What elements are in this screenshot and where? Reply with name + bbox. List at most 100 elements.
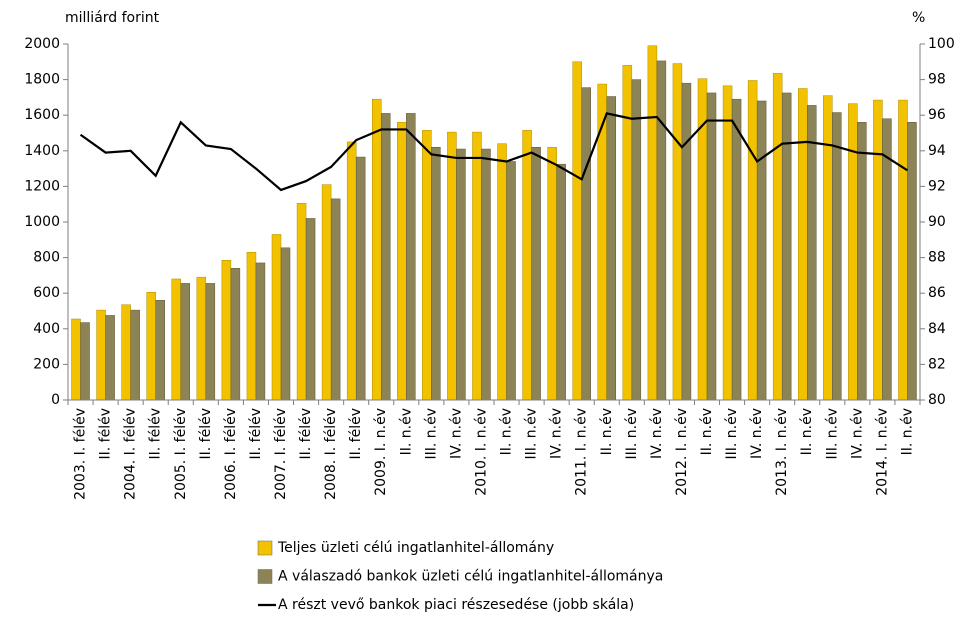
- x-tick-label: IV. n.év: [549, 408, 565, 459]
- y-tick-label: 800: [33, 250, 60, 266]
- legend-swatch: [257, 569, 273, 584]
- x-tick-label: 2004. I. félév: [123, 408, 139, 500]
- y2-tick-label: 84: [928, 321, 946, 337]
- x-tick-label: III. n.év: [824, 408, 840, 460]
- bar: [497, 143, 507, 401]
- x-tick-label: 2011. I. n.év: [574, 408, 590, 496]
- y2-tick-label: 88: [928, 250, 946, 266]
- bar: [71, 318, 81, 401]
- x-tick-label: 2010. I. n.év: [473, 408, 489, 496]
- bar: [581, 87, 591, 401]
- y-tick-label: 600: [33, 285, 60, 301]
- x-tick-label: II. n.év: [799, 408, 815, 455]
- line: [79, 112, 909, 192]
- y-tick-label: 0: [51, 392, 60, 408]
- bar: [230, 268, 241, 401]
- x-tick-label: II. félév: [248, 408, 264, 460]
- bar: [271, 234, 282, 401]
- x-tick-label: II. félév: [198, 408, 214, 460]
- y-tick-label: 2000: [24, 36, 60, 52]
- x-tick-label: III. n.év: [524, 408, 540, 460]
- bar: [105, 315, 115, 401]
- x-tick-label: 2014. I. n.év: [874, 408, 890, 496]
- bar: [572, 61, 582, 401]
- y-tick-label: 1400: [24, 143, 60, 159]
- y-tick-label: 1000: [24, 214, 60, 230]
- y2-axis-label: %: [912, 10, 925, 26]
- x-tick-label: II. n.év: [499, 408, 515, 455]
- y2-tick-label: 82: [928, 356, 946, 372]
- bar: [456, 148, 466, 401]
- bar: [522, 130, 532, 401]
- bar: [823, 95, 833, 401]
- y2-tick-label: 80: [928, 392, 946, 408]
- x-tick-label: III. n.év: [624, 408, 640, 460]
- bar: [296, 203, 307, 401]
- y2-tick-label: 90: [928, 214, 946, 230]
- bar: [130, 309, 140, 401]
- bar: [221, 260, 232, 401]
- x-tick-label: 2012. I. n.év: [674, 408, 690, 496]
- bar: [731, 98, 742, 401]
- y-tick-label: 1200: [24, 178, 60, 194]
- y2-tick-label: 96: [928, 107, 946, 123]
- legend-label: A válaszadó bankok üzleti célú ingatlanh…: [278, 569, 663, 585]
- bar: [155, 300, 165, 401]
- bar: [171, 278, 182, 401]
- y2-tick-label: 100: [928, 36, 955, 52]
- x-tick-label: 2005. I. félév: [173, 408, 189, 500]
- bar: [121, 304, 131, 401]
- y-axis-label: milliárd forint: [65, 10, 160, 26]
- bar: [506, 161, 516, 401]
- bar: [406, 113, 416, 401]
- bar: [781, 92, 792, 401]
- y2-tick-label: 94: [928, 143, 946, 159]
- bar: [747, 80, 758, 401]
- x-tick-label: IV. n.év: [448, 408, 464, 459]
- bar: [422, 130, 432, 401]
- bar: [280, 247, 291, 401]
- y-tick-label: 1800: [24, 72, 60, 88]
- legend-swatch: [257, 540, 273, 556]
- bar: [848, 103, 858, 401]
- bar: [397, 122, 407, 401]
- x-tick-label: II. félév: [98, 408, 114, 460]
- bar: [797, 88, 808, 401]
- bar: [531, 146, 541, 401]
- bar: [907, 122, 917, 401]
- bar: [246, 252, 257, 401]
- x-tick-label: II. félév: [348, 408, 364, 460]
- bar: [196, 276, 207, 401]
- bar: [431, 146, 441, 401]
- bar: [857, 122, 867, 401]
- y2-tick-label: 98: [928, 72, 946, 88]
- y-tick-label: 1600: [24, 107, 60, 123]
- bar: [832, 112, 842, 401]
- bar: [146, 292, 156, 401]
- bar: [481, 148, 491, 401]
- bar: [647, 45, 658, 401]
- legend-label: Teljes üzleti célú ingatlanhitel-állomán…: [277, 540, 554, 556]
- x-tick-label: III. n.év: [724, 408, 740, 460]
- legend-label: A részt vevő bankok piaci részesedése (j…: [278, 597, 634, 613]
- bar: [882, 118, 892, 401]
- bar: [722, 85, 733, 401]
- bar: [547, 146, 557, 401]
- bar: [631, 79, 642, 401]
- y-tick-label: 200: [33, 356, 60, 372]
- bar: [330, 198, 341, 401]
- bar: [205, 283, 216, 401]
- x-tick-label: 2006. I. félév: [223, 408, 239, 500]
- bar: [472, 131, 482, 401]
- x-tick-label: II. n.év: [398, 408, 414, 455]
- bar: [756, 100, 767, 401]
- bar: [898, 99, 908, 401]
- bar: [672, 63, 683, 401]
- bar: [96, 309, 106, 401]
- bar: [873, 99, 883, 401]
- bar: [255, 262, 266, 401]
- bar: [772, 73, 783, 401]
- y2-tick-label: 86: [928, 285, 946, 301]
- bar: [656, 60, 667, 401]
